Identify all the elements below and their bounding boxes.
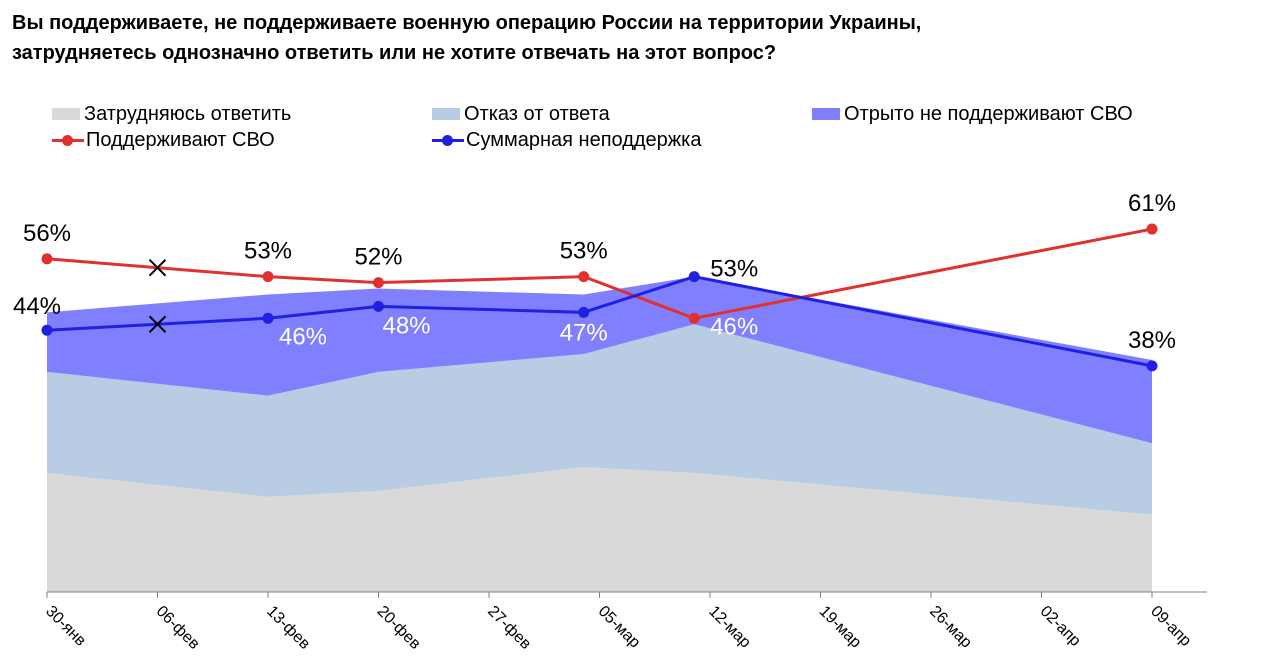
data-label-total-not: 38%: [1128, 327, 1176, 354]
legend-marker-support: [52, 133, 84, 147]
x-marker: [148, 259, 167, 277]
data-label-total-not: 53%: [710, 256, 758, 283]
point-support: [578, 271, 590, 283]
point-total-not: [262, 312, 274, 324]
x-tick-label: 26-мар: [926, 603, 975, 652]
legend-label-total-not: Суммарная неподдержка: [466, 128, 702, 151]
data-label-support: 52%: [354, 244, 402, 271]
legend-item-open-not: Отрыто не поддерживают СВО: [812, 102, 1133, 126]
legend-item-hard: Затрудняюсь ответить: [52, 102, 291, 126]
line-total-not: [46, 275, 1153, 368]
x-tick-label: 02-апр: [1037, 603, 1084, 650]
point-support: [262, 271, 274, 283]
area-refuse: [47, 324, 1152, 515]
legend-swatch-hard: [52, 108, 80, 120]
x-tick-label: 27-фев: [484, 603, 534, 653]
point-support: [688, 312, 700, 324]
legend-marker-total-not: [432, 133, 464, 147]
data-label-support: 61%: [1128, 190, 1176, 217]
x-tick-label: 30-янв: [42, 603, 89, 650]
point-total-not: [1146, 360, 1158, 372]
x-marker-stroke: [148, 315, 167, 333]
data-label-total-not: 48%: [382, 312, 430, 339]
data-label-total-not: 46%: [279, 323, 327, 350]
area-hard: [47, 467, 1152, 592]
legend-label-refuse: Отказ от ответа: [464, 102, 610, 125]
x-marker-stroke: [148, 259, 167, 277]
legend-item-refuse: Отказ от ответа: [432, 102, 610, 126]
point-total-not: [688, 271, 700, 283]
x-tick-label: 19-мар: [816, 603, 865, 652]
point-total-not: [373, 300, 384, 312]
data-label-support: 46%: [710, 313, 758, 340]
legend-label-hard: Затрудняюсь ответить: [84, 102, 292, 125]
data-label-total-not: 44%: [13, 293, 61, 320]
x-tick-label: 05-мар: [595, 603, 644, 652]
chart-title-line2: затрудняетесь однозначно ответить или не…: [12, 42, 777, 64]
data-label-support: 56%: [23, 220, 71, 247]
data-label-support: 53%: [560, 238, 608, 265]
chart-title-line1: Вы поддерживаете, не поддерживаете военн…: [12, 12, 922, 34]
x-tick-label: 12-мар: [705, 603, 754, 652]
legend-item-total-not: Суммарная неподдержка: [432, 128, 701, 152]
x-tick-label: 06-фев: [153, 603, 203, 653]
legend-label-support: Поддерживают СВО: [86, 128, 275, 151]
legend-swatch-refuse: [432, 108, 460, 120]
legend-swatch-open-not: [812, 108, 840, 120]
point-support: [41, 253, 53, 265]
point-support: [373, 277, 384, 289]
x-tick-label: 20-фев: [374, 603, 424, 653]
area-open-not: [47, 276, 1152, 444]
point-total-not: [41, 324, 53, 336]
point-support: [1146, 223, 1158, 235]
chart-title: Вы поддерживаете, не поддерживаете военн…: [12, 8, 1272, 68]
legend-label-open-not: Отрыто не поддерживают СВО: [844, 102, 1133, 125]
x-tick-label: 09-апр: [1147, 603, 1194, 650]
legend-item-support: Поддерживают СВО: [52, 128, 275, 152]
x-tick-label: 13-фев: [263, 603, 313, 653]
x-marker: [148, 315, 167, 333]
data-label-support: 53%: [244, 238, 292, 265]
line-support: [46, 227, 1153, 320]
data-label-total-not: 47%: [560, 319, 608, 346]
point-total-not: [578, 306, 590, 318]
